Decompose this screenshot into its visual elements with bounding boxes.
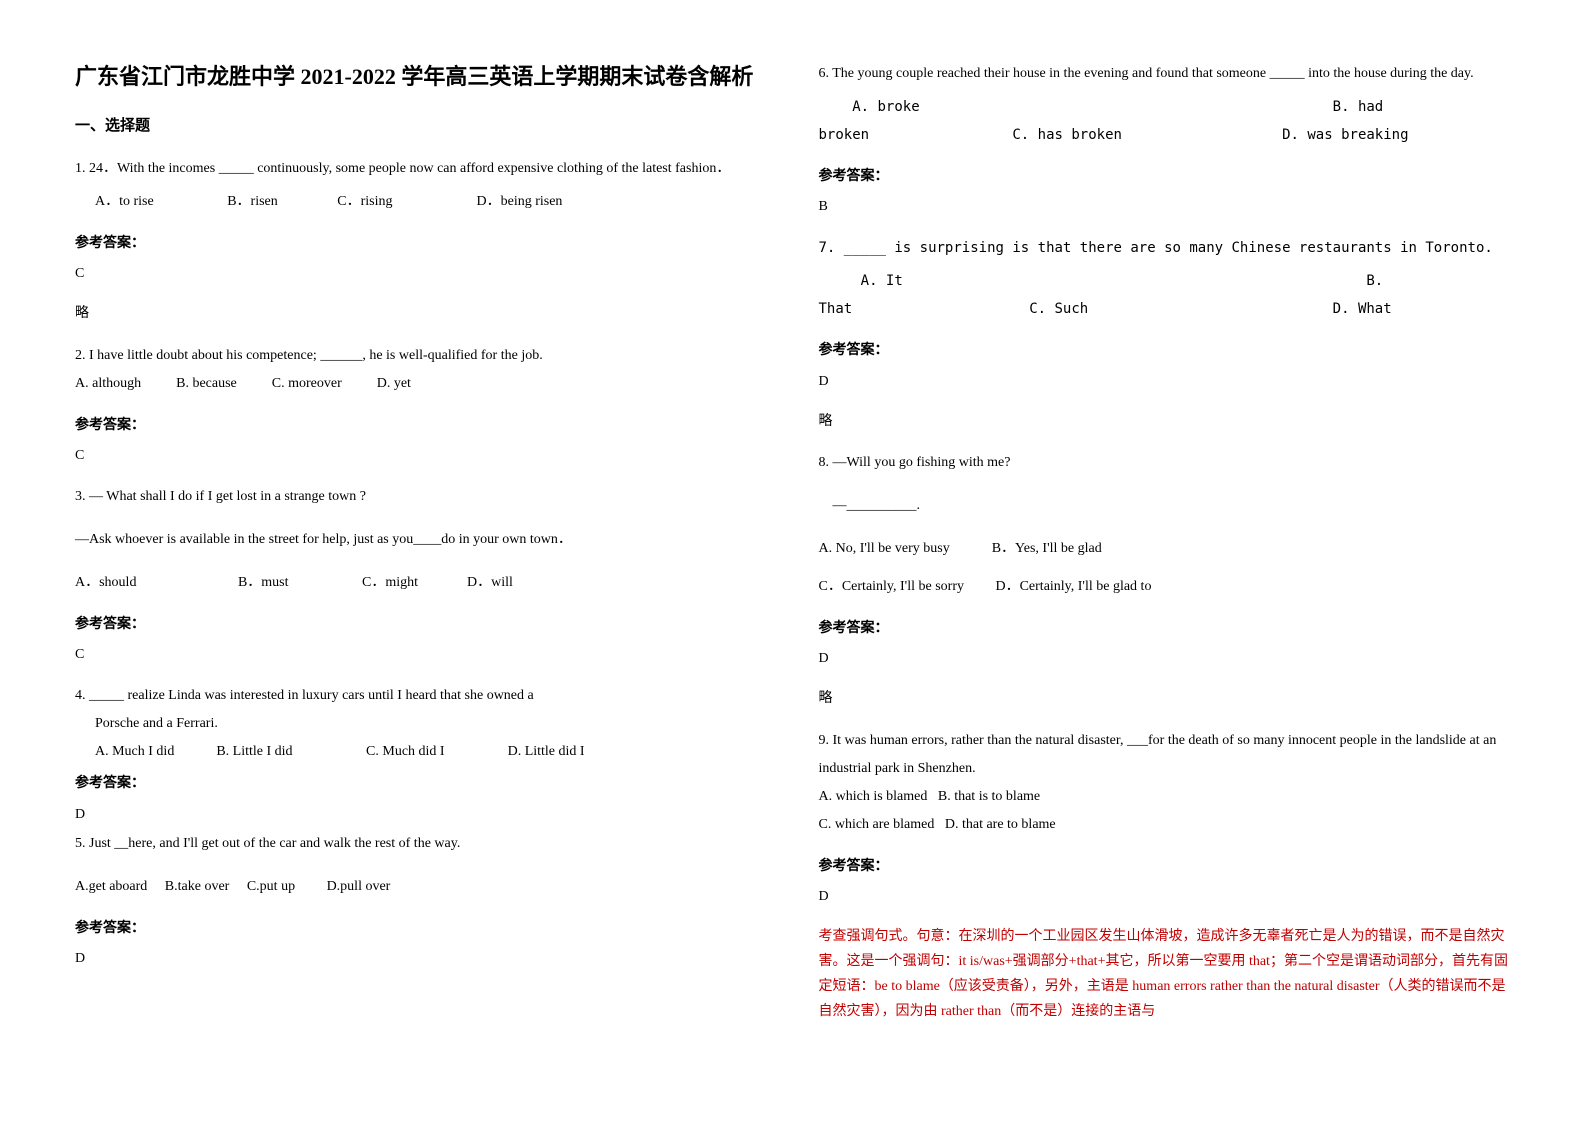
question-6-options: A. broke B. had broken C. has broken D. … — [819, 93, 1513, 149]
question-4-line2: Porsche and a Ferrari. — [75, 710, 769, 738]
question-8-options-line1: A. No, I'll be very busy B．Yes, I'll be … — [819, 535, 1513, 563]
question-1-text: 1. 24．With the incomes _____ continuousl… — [75, 155, 769, 183]
note-8: 略 — [819, 686, 1513, 711]
answer-4: D — [75, 802, 769, 827]
question-5: 5. Just __here, and I'll get out of the … — [75, 830, 769, 901]
question-4: 4. _____ realize Linda was interested in… — [75, 682, 769, 766]
answer-label-1: 参考答案： — [75, 231, 769, 256]
document-title: 广东省江门市龙胜中学 2021-2022 学年高三英语上学期期末试卷含解析 — [75, 60, 769, 93]
answer-label-9: 参考答案： — [819, 854, 1513, 879]
answer-5: D — [75, 946, 769, 971]
question-5-options: A.get aboard B.take over C.put up D.pull… — [75, 873, 769, 901]
answer-label-8: 参考答案： — [819, 616, 1513, 641]
question-7-options: A. It B. That C. Such D. What — [819, 267, 1513, 323]
question-6: 6. The young couple reached their house … — [819, 60, 1513, 149]
question-3-line1: 3. — What shall I do if I get lost in a … — [75, 483, 769, 511]
question-3-options: A．should B．must C．might D．will — [75, 569, 769, 597]
left-column: 广东省江门市龙胜中学 2021-2022 学年高三英语上学期期末试卷含解析 一、… — [50, 60, 794, 1062]
answer-label-3: 参考答案： — [75, 612, 769, 637]
answer-label-7: 参考答案： — [819, 338, 1513, 363]
question-3-line2: —Ask whoever is available in the street … — [75, 526, 769, 554]
note-7: 略 — [819, 409, 1513, 434]
section-heading: 一、选择题 — [75, 113, 769, 140]
question-2-options: A. although B. because C. moreover D. ye… — [75, 370, 769, 398]
question-4-line1: 4. _____ realize Linda was interested in… — [75, 682, 769, 710]
question-5-text: 5. Just __here, and I'll get out of the … — [75, 830, 769, 858]
question-1-options: A．to rise B．risen C．rising D．being risen — [75, 188, 769, 216]
question-9-options-line1: A. which is blamed B. that is to blame — [819, 783, 1513, 811]
answer-label-4: 参考答案： — [75, 771, 769, 796]
note-1: 略 — [75, 301, 769, 326]
question-2: 2. I have little doubt about his compete… — [75, 342, 769, 398]
question-8-options-line2: C．Certainly, I'll be sorry D．Certainly, … — [819, 573, 1513, 601]
answer-1: C — [75, 261, 769, 286]
question-9-text: 9. It was human errors, rather than the … — [819, 727, 1513, 783]
answer-label-6: 参考答案： — [819, 164, 1513, 189]
right-column: 6. The young couple reached their house … — [794, 60, 1538, 1062]
answer-8: D — [819, 646, 1513, 671]
answer-6: B — [819, 194, 1513, 219]
question-8: 8. —Will you go fishing with me? —______… — [819, 449, 1513, 601]
question-7: 7. _____ is surprising is that there are… — [819, 234, 1513, 323]
question-1: 1. 24．With the incomes _____ continuousl… — [75, 155, 769, 216]
question-9: 9. It was human errors, rather than the … — [819, 727, 1513, 839]
question-9-options-line2: C. which are blamed D. that are to blame — [819, 811, 1513, 839]
explanation-9: 考查强调句式。句意：在深圳的一个工业园区发生山体滑坡，造成许多无辜者死亡是人为的… — [819, 924, 1513, 1025]
question-2-text: 2. I have little doubt about his compete… — [75, 342, 769, 370]
answer-label-5: 参考答案： — [75, 916, 769, 941]
question-6-text: 6. The young couple reached their house … — [819, 60, 1513, 88]
question-8-line1: 8. —Will you go fishing with me? — [819, 449, 1513, 477]
answer-9: D — [819, 884, 1513, 909]
answer-3: C — [75, 642, 769, 667]
answer-7: D — [819, 369, 1513, 394]
question-7-text: 7. _____ is surprising is that there are… — [819, 234, 1513, 262]
question-8-line2: —__________. — [819, 492, 1513, 520]
answer-2: C — [75, 443, 769, 468]
question-3: 3. — What shall I do if I get lost in a … — [75, 483, 769, 597]
question-4-options: A. Much I did B. Little I did C. Much di… — [75, 738, 769, 766]
answer-label-2: 参考答案： — [75, 413, 769, 438]
